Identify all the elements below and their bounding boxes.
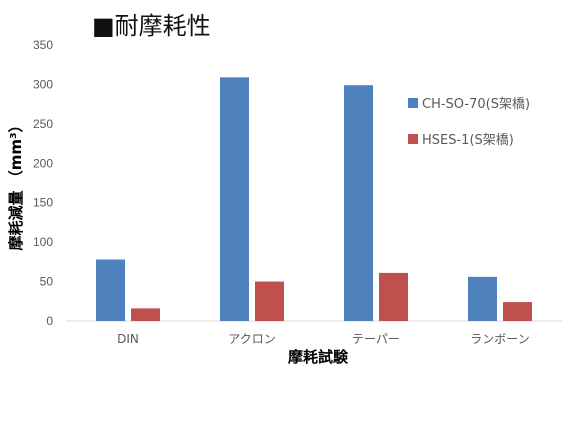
x-axis-categories: DIN アクロン テーパー ランボーン xyxy=(117,332,530,346)
y-axis-title: 摩耗減量 （mm³） xyxy=(7,117,25,250)
bars xyxy=(96,77,532,322)
legend-swatch xyxy=(408,98,418,108)
legend-label: CH-SO-70(S架橋) xyxy=(422,97,530,112)
x-category-label: ランボーン xyxy=(470,332,529,346)
legend-swatch xyxy=(408,134,418,144)
bar-ch-so-70 xyxy=(220,77,249,322)
y-axis-ticks: 0 50 100 150 200 250 300 350 xyxy=(33,38,53,328)
y-tick-label: 50 xyxy=(40,275,54,289)
legend: CH-SO-70(S架橋) HSES-1(S架橋) xyxy=(408,97,530,148)
bar-ch-so-70 xyxy=(344,85,373,322)
page-title: ■耐摩耗性 xyxy=(92,12,211,40)
y-tick-label: 200 xyxy=(33,156,53,170)
x-category-label: アクロン xyxy=(228,332,275,346)
bar-ch-so-70 xyxy=(96,259,125,321)
bar-hses-1 xyxy=(131,308,160,321)
bar-hses-1 xyxy=(503,302,532,321)
bar-hses-1 xyxy=(255,281,284,321)
x-category-label: テーパー xyxy=(352,332,400,346)
y-tick-label: 150 xyxy=(33,196,53,210)
y-tick-label: 250 xyxy=(33,117,53,131)
y-tick-label: 300 xyxy=(33,77,53,91)
x-axis-title: 摩耗試験 xyxy=(288,348,349,366)
bar-hses-1 xyxy=(379,272,408,321)
y-tick-label: 100 xyxy=(33,235,53,249)
y-tick-label: 0 xyxy=(46,314,53,328)
y-tick-label: 350 xyxy=(33,38,53,52)
x-category-label: DIN xyxy=(117,332,139,346)
legend-label: HSES-1(S架橋) xyxy=(422,133,514,148)
bar-ch-so-70 xyxy=(468,276,497,321)
